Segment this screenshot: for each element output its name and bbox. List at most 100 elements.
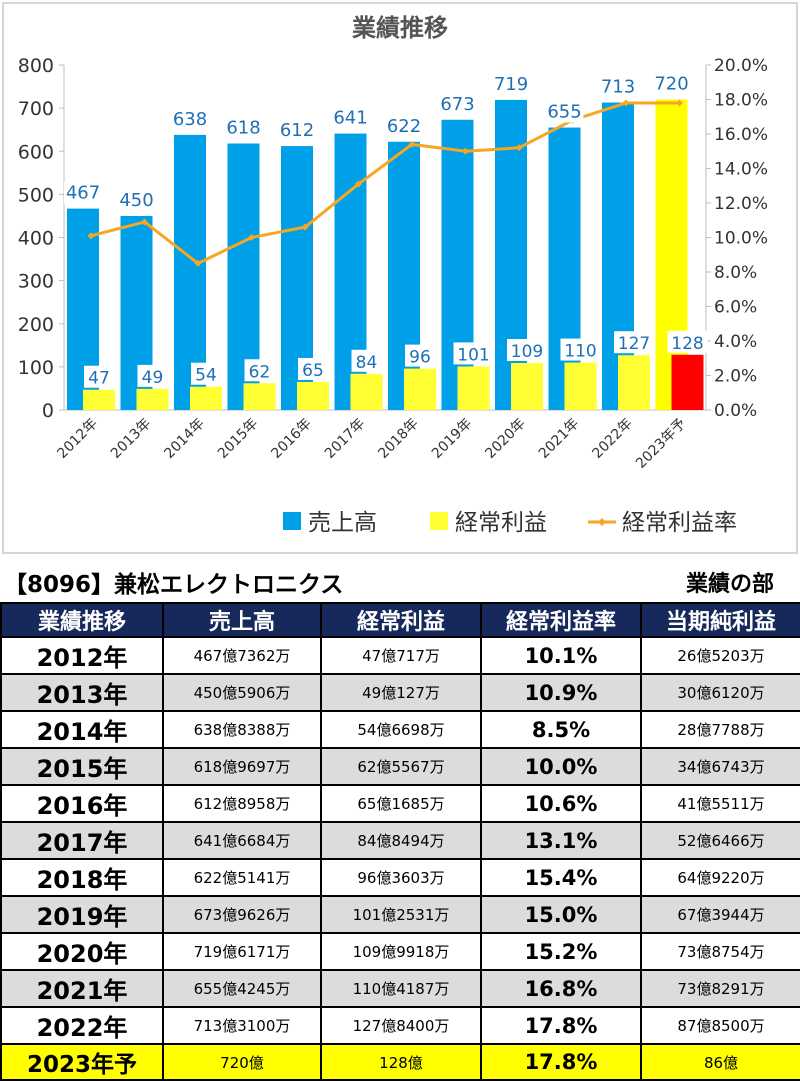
table-row: 2021年 655億4245万 110億4187万 16.8% 73億8291万 [0, 969, 800, 1008]
cell-net-profit: 64億9220万 [640, 858, 800, 897]
y-tick-label: 700 [18, 98, 54, 120]
legend-swatch-sales [283, 512, 301, 530]
cell-year: 2017年 [0, 821, 164, 860]
table-row: 2019年 673億9626万 101億2531万 15.0% 67億3944万 [0, 895, 800, 934]
cell-year: 2022年 [0, 1006, 164, 1045]
cell-ratio: 15.0% [480, 895, 642, 934]
label-backdrop [507, 338, 547, 361]
cell-ordinary-profit: 128億 [320, 1043, 482, 1081]
data-label-sales: 612 [280, 120, 314, 141]
data-label-sales: 713 [601, 77, 635, 98]
data-label-sales: 720 [654, 74, 688, 95]
label-backdrop [667, 330, 708, 353]
chart-title: 業績推移 [352, 14, 448, 42]
y-tick-label: 300 [18, 271, 54, 293]
label-backdrop [137, 364, 168, 387]
cell-ratio: 15.4% [480, 858, 642, 897]
cell-year: 2015年 [0, 747, 164, 786]
label-backdrop [84, 365, 114, 388]
label-backdrop [331, 106, 370, 129]
performance-table: 業績推移 売上高 経常利益 経常利益率 当期純利益 2012年 467億7362… [0, 602, 800, 1081]
cell-ordinary-profit: 84億8494万 [320, 821, 482, 860]
ratio-point [676, 99, 683, 107]
y2-tick-label: 8.0% [714, 263, 757, 283]
legend-label-ratio: 経常利益率 [622, 510, 737, 536]
data-label-ordinary-profit: 110 [564, 342, 596, 362]
cell-ordinary-profit: 62億5567万 [320, 747, 482, 786]
data-label-ordinary-profit: 84 [356, 353, 378, 373]
table-row: 2020年 719億6171万 109億9918万 15.2% 73億8754万 [0, 932, 800, 971]
cell-net-profit: 30億6120万 [640, 673, 800, 712]
ratio-point [141, 218, 148, 226]
y-tick-label: 500 [18, 184, 54, 206]
label-backdrop [545, 100, 584, 123]
cell-ordinary-profit: 101億2531万 [320, 895, 482, 934]
bar-ordinary-profit [83, 389, 115, 410]
data-label-sales: 450 [119, 190, 153, 211]
cell-ordinary-profit: 96億3603万 [320, 858, 482, 897]
cell-net-profit: 28億7788万 [640, 710, 800, 749]
cell-ratio: 10.6% [480, 784, 642, 823]
data-label-ordinary-profit: 49 [142, 368, 164, 388]
table-section: 【8096】兼松エレクトロニクス 業績の部 業績推移 売上高 経常利益 経常利益… [0, 568, 800, 1081]
cell-year: 2023年予 [0, 1043, 164, 1081]
cell-net-profit: 73億8754万 [640, 932, 800, 971]
data-label-sales: 618 [226, 117, 260, 138]
y2-tick-label: 4.0% [714, 332, 757, 352]
label-backdrop [492, 72, 530, 95]
cell-ratio: 10.9% [480, 673, 642, 712]
label-backdrop [614, 331, 654, 354]
header-ordinary-profit: 経常利益 [320, 602, 482, 638]
cell-sales: 720億 [162, 1043, 322, 1081]
y-tick-label: 100 [18, 357, 54, 379]
cell-year: 2016年 [0, 784, 164, 823]
cell-ordinary-profit: 109億9918万 [320, 932, 482, 971]
ratio-point [87, 232, 95, 240]
table-row: 2012年 467億7362万 47億717万 10.1% 26億5203万 [0, 636, 800, 675]
bar-ordinary-profit [243, 383, 276, 410]
y2-tick-label: 10.0% [714, 229, 768, 249]
ratio-point [355, 180, 362, 188]
ratio-point [408, 140, 416, 148]
cell-net-profit: 87億8500万 [640, 1006, 800, 1045]
cell-sales: 622億5141万 [162, 858, 322, 897]
cell-net-profit: 73億8291万 [640, 969, 800, 1008]
cell-ratio: 17.8% [480, 1043, 642, 1081]
bar-ordinary-profit [297, 381, 329, 410]
label-backdrop [438, 92, 477, 115]
cell-ordinary-profit: 110億4187万 [320, 969, 482, 1008]
bar-ordinary-profit [136, 388, 169, 410]
bar-ordinary-profit [404, 368, 436, 410]
cell-year: 2018年 [0, 858, 164, 897]
cell-net-profit: 26億5203万 [640, 636, 800, 675]
label-backdrop [117, 188, 156, 211]
ratio-point [515, 144, 523, 152]
y2-tick-label: 6.0% [714, 298, 757, 318]
table-header-row: 業績推移 売上高 経常利益 経常利益率 当期純利益 [0, 602, 800, 638]
header-sales: 売上高 [162, 602, 322, 638]
label-backdrop [453, 342, 494, 365]
data-label-ordinary-profit: 101 [457, 345, 489, 365]
table-row: 2017年 641億6684万 84億8494万 13.1% 52億6466万 [0, 821, 800, 860]
cell-sales: 467億7362万 [162, 636, 322, 675]
label-backdrop [171, 107, 209, 130]
chart-container: 業績推移 0 100 200 300 400 500 600 700 800 0.0% 2.0% 4.0… [2, 2, 798, 554]
label-backdrop [599, 75, 637, 98]
legend-swatch-ordinary-profit [430, 512, 448, 530]
cell-sales: 713億3100万 [162, 1006, 322, 1045]
cell-sales: 641億6684万 [162, 821, 322, 860]
ratio-point [248, 234, 255, 241]
ratio-point [194, 259, 202, 267]
cell-year: 2021年 [0, 969, 164, 1008]
bar-ordinary-profit [564, 362, 597, 410]
label-backdrop [351, 349, 382, 372]
header-ordinary-profit-ratio: 経常利益率 [480, 602, 642, 638]
table-row: 2014年 638億8388万 54億6698万 8.5% 28億7788万 [0, 710, 800, 749]
cell-sales: 673億9626万 [162, 895, 322, 934]
table-row-forecast: 2023年予 720億 128億 17.8% 86億 [0, 1043, 800, 1081]
cell-ordinary-profit: 127億8400万 [320, 1006, 482, 1045]
legend-label-sales: 売上高 [308, 510, 377, 536]
cell-ratio: 16.8% [480, 969, 642, 1008]
y2-tick-label: 2.0% [714, 367, 757, 387]
y2-tick-label: 12.0% [714, 194, 768, 214]
